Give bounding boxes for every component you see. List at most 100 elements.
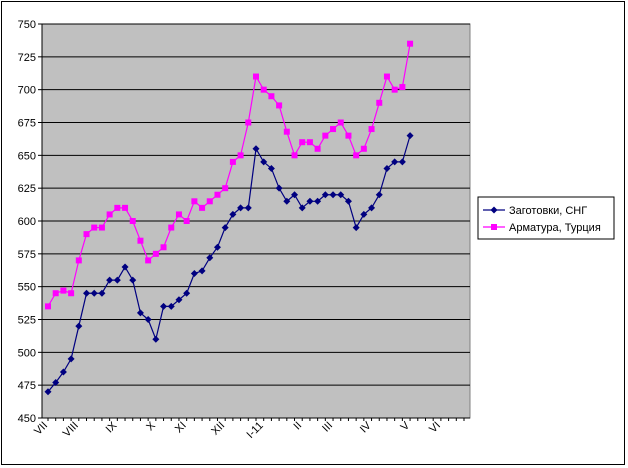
data-point [490,206,498,214]
data-point [260,86,267,93]
data-point [375,191,383,199]
data-point [368,204,376,212]
data-point [275,184,283,192]
data-point [75,257,82,264]
data-point [90,289,98,297]
data-point [398,158,406,166]
y-tick-label: 700 [18,85,36,97]
data-point [291,152,298,159]
data-point [145,257,152,264]
y-tick-label: 675 [18,118,36,130]
x-tick-label: VIII [61,420,81,440]
data-point [190,270,198,278]
data-point [268,93,275,100]
data-point [376,99,383,106]
data-point [407,40,414,47]
data-point [206,254,214,262]
data-point [253,73,259,80]
data-point [244,204,252,212]
data-point [352,224,360,232]
data-point [160,244,167,251]
data-point [222,185,229,192]
data-point [152,250,159,257]
data-point [175,211,182,218]
data-point [345,132,352,139]
data-point [52,290,59,297]
data-point [198,267,206,275]
data-point [214,191,221,198]
data-point [206,198,213,205]
data-point [322,132,329,139]
data-point [360,145,367,152]
data-point [337,119,344,126]
data-point [106,276,114,284]
data-point [276,102,283,109]
legend-box [477,196,615,240]
x-tick-label: IX [104,419,120,435]
data-point [75,322,83,330]
data-point [52,379,60,387]
data-point [229,158,236,165]
data-point [60,287,67,294]
data-point [59,368,67,376]
data-point [283,197,291,205]
data-point [122,204,129,211]
data-point [113,276,121,284]
x-tick-label: XII [209,420,227,438]
data-point [98,224,105,231]
y-tick-label: 725 [18,52,36,64]
data-point [391,158,399,166]
data-point [136,309,144,317]
data-point [329,191,337,199]
x-tick-label: III [320,420,335,435]
data-point [306,197,314,205]
data-point [114,204,121,211]
data-point [368,126,375,133]
data-point [267,164,275,172]
y-tick-label: 750 [18,19,36,31]
y-tick-label: 450 [18,413,36,425]
data-point [98,289,106,297]
data-point [129,276,137,284]
data-point [299,139,306,146]
data-point [260,158,268,166]
data-point [383,164,391,172]
data-point [245,119,252,126]
x-tick-label: I-11 [245,420,266,441]
series [44,132,414,396]
data-point [406,132,414,140]
data-point [360,210,368,218]
data-point [68,290,75,297]
data-point [291,191,299,199]
data-point [160,302,168,310]
data-point [283,128,290,135]
data-point [237,204,245,212]
data-point [306,139,313,146]
data-point [45,303,51,310]
legend-label: Заготовки, СНГ [509,205,587,217]
data-point [321,191,329,199]
data-point [191,198,198,205]
data-point [175,296,183,304]
data-point [44,388,52,396]
y-tick-label: 625 [18,183,36,195]
data-point [353,152,360,159]
data-point [399,84,406,91]
x-tick-label: XI [173,420,189,436]
y-tick-label: 575 [18,249,36,261]
data-point [221,224,229,232]
data-point [252,145,260,153]
y-tick-label: 525 [18,315,36,327]
data-point [237,152,244,159]
x-tick-label: X [144,419,158,433]
data-point [83,231,90,238]
data-point [91,224,98,231]
data-point [344,197,352,205]
chart-legend: Заготовки, СНГ Арматура, Турция [477,196,615,240]
data-point [213,243,221,251]
y-tick-label: 650 [18,150,36,162]
data-point [152,335,160,343]
data-point [314,145,321,152]
data-point [137,237,144,244]
